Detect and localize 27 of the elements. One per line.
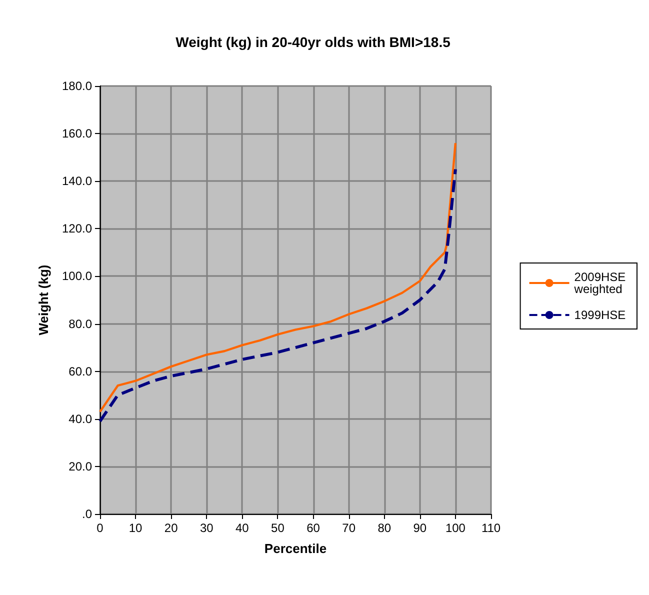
y-axis-title: Weight (kg) xyxy=(36,264,51,336)
x-tick-label: 40 xyxy=(236,521,250,535)
chart-title: Weight (kg) in 20-40yr olds with BMI>18.5 xyxy=(176,34,451,50)
x-tick-label: 20 xyxy=(164,521,178,535)
legend-label: 1999HSE xyxy=(574,308,626,322)
x-tick-label: 100 xyxy=(445,521,466,535)
x-tick-label: 30 xyxy=(200,521,214,535)
y-tick-label: 180.0 xyxy=(62,79,92,93)
y-tick-label: 20.0 xyxy=(68,459,92,474)
y-tick-label: .0 xyxy=(82,507,92,521)
legend-label: 2009HSE weighted xyxy=(573,270,629,296)
y-tick-label: 140.0 xyxy=(62,174,92,188)
x-tick-label: 90 xyxy=(413,521,427,535)
x-tick-label: 50 xyxy=(271,521,285,535)
x-axis-title: Percentile xyxy=(264,541,327,556)
y-tick-label: 100.0 xyxy=(62,269,92,284)
y-tick-label: 40.0 xyxy=(68,412,92,426)
y-tick-label: 60.0 xyxy=(68,364,92,378)
x-tick-label: 60 xyxy=(306,521,320,535)
x-tick-label: 0 xyxy=(96,521,104,535)
x-tick-label: 10 xyxy=(128,521,143,535)
y-tick-label: 120.0 xyxy=(62,222,92,236)
y-tick-label: 160.0 xyxy=(62,126,92,141)
x-tick-label: 110 xyxy=(481,521,501,535)
x-tick-label: 70 xyxy=(342,521,356,535)
x-tick-label: 80 xyxy=(378,521,392,535)
y-tick-label: 80.0 xyxy=(68,316,92,331)
